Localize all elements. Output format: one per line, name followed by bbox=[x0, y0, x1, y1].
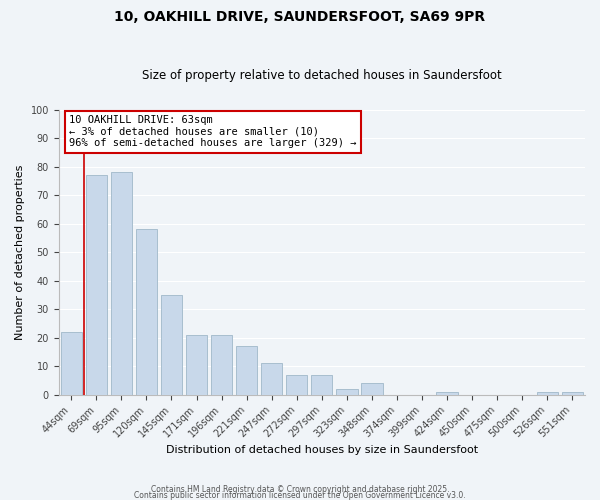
Bar bbox=[236, 346, 257, 395]
Bar bbox=[336, 389, 358, 394]
Bar bbox=[161, 295, 182, 394]
Text: Contains HM Land Registry data © Crown copyright and database right 2025.: Contains HM Land Registry data © Crown c… bbox=[151, 484, 449, 494]
Bar bbox=[286, 375, 307, 394]
Bar bbox=[361, 384, 383, 394]
Bar bbox=[261, 364, 283, 394]
Text: 10, OAKHILL DRIVE, SAUNDERSFOOT, SA69 9PR: 10, OAKHILL DRIVE, SAUNDERSFOOT, SA69 9P… bbox=[115, 10, 485, 24]
X-axis label: Distribution of detached houses by size in Saundersfoot: Distribution of detached houses by size … bbox=[166, 445, 478, 455]
Bar bbox=[311, 375, 332, 394]
Bar bbox=[110, 172, 132, 394]
Bar bbox=[436, 392, 458, 394]
Bar bbox=[562, 392, 583, 394]
Bar bbox=[86, 175, 107, 394]
Text: Contains public sector information licensed under the Open Government Licence v3: Contains public sector information licen… bbox=[134, 490, 466, 500]
Y-axis label: Number of detached properties: Number of detached properties bbox=[15, 164, 25, 340]
Bar bbox=[136, 230, 157, 394]
Bar bbox=[186, 335, 207, 394]
Bar bbox=[61, 332, 82, 394]
Title: Size of property relative to detached houses in Saundersfoot: Size of property relative to detached ho… bbox=[142, 69, 502, 82]
Text: 10 OAKHILL DRIVE: 63sqm
← 3% of detached houses are smaller (10)
96% of semi-det: 10 OAKHILL DRIVE: 63sqm ← 3% of detached… bbox=[69, 116, 356, 148]
Bar bbox=[211, 335, 232, 394]
Bar bbox=[537, 392, 558, 394]
